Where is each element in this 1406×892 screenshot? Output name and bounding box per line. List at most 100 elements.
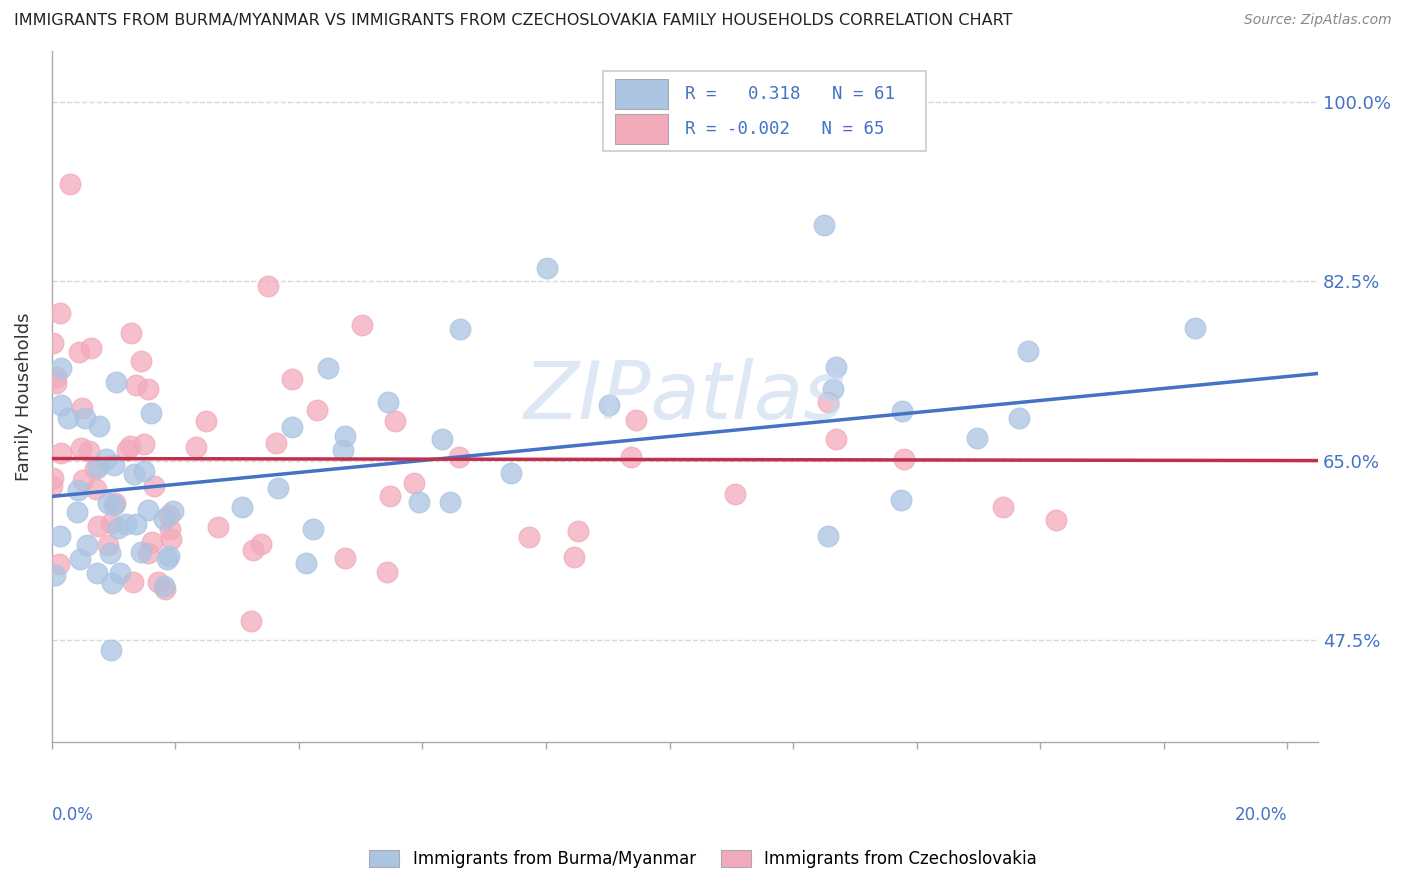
Point [264,436,287,450]
Point [44,567,66,582]
Point [101,576,124,591]
Point [84,482,107,496]
Point [991,500,1014,514]
Point [118,439,141,453]
Point [141,535,163,549]
Point [821,382,844,396]
Point [1008,411,1031,425]
Point [375,566,398,580]
Point [250,537,273,551]
Point [76,538,98,552]
Point [207,520,229,534]
Point [1184,321,1206,335]
Point [103,458,125,473]
Point [136,503,159,517]
Legend: Immigrants from Burma/Myanmar, Immigrants from Czechoslovakia: Immigrants from Burma/Myanmar, Immigrant… [363,843,1043,875]
Point [447,450,470,464]
Point [49,529,72,543]
Point [49,446,72,460]
Point [73,410,96,425]
Point [139,406,162,420]
Point [69,552,91,566]
Point [153,579,176,593]
Point [124,516,146,531]
Point [156,552,179,566]
Point [142,479,165,493]
Point [59,177,82,191]
Point [42,471,65,485]
Point [97,538,120,552]
Point [72,473,94,487]
Point [186,440,208,454]
Text: 0.0%: 0.0% [52,806,94,824]
Point [100,643,122,657]
FancyBboxPatch shape [616,113,668,145]
Point [280,419,302,434]
Point [48,558,70,572]
Point [242,543,264,558]
Point [723,487,745,501]
Point [891,404,914,418]
Point [132,436,155,450]
Point [134,465,156,479]
Point [87,418,110,433]
Point [257,279,280,293]
Point [97,496,120,510]
Point [157,508,180,522]
Point [100,516,122,530]
Point [157,549,180,563]
Point [49,306,72,320]
Point [124,467,146,481]
Point [58,411,80,425]
Point [87,519,110,533]
Point [162,504,184,518]
FancyBboxPatch shape [616,79,668,110]
Point [536,260,558,275]
Point [115,442,138,457]
Point [562,550,585,565]
Point [51,398,73,412]
Point [70,442,93,456]
Point [136,382,159,396]
Point [624,412,647,426]
Point [129,354,152,368]
Point [45,376,67,390]
Point [430,432,453,446]
Point [1045,513,1067,527]
Point [378,489,401,503]
Point [402,476,425,491]
Point [620,450,643,464]
Point [94,451,117,466]
Point [129,544,152,558]
Point [266,481,288,495]
Point [136,546,159,560]
Point [377,395,399,409]
Point [194,414,217,428]
Point [86,566,108,580]
Point [893,451,915,466]
Point [67,483,90,497]
Point [567,524,589,538]
Point [105,375,128,389]
Text: 20.0%: 20.0% [1234,806,1288,824]
Point [72,401,94,416]
Point [408,494,430,508]
Point [350,318,373,333]
Point [115,516,138,531]
Point [439,495,461,509]
Point [80,341,103,355]
Point [49,361,72,376]
Text: R =   0.318   N = 61: R = 0.318 N = 61 [685,86,896,103]
Point [121,575,143,590]
Text: R = -0.002   N = 65: R = -0.002 N = 65 [685,120,884,138]
Text: IMMIGRANTS FROM BURMA/MYANMAR VS IMMIGRANTS FROM CZECHOSLOVAKIA FAMILY HOUSEHOLD: IMMIGRANTS FROM BURMA/MYANMAR VS IMMIGRA… [14,13,1012,29]
Point [108,566,131,581]
Point [77,443,100,458]
Point [87,459,110,474]
Point [98,546,121,560]
Point [45,369,67,384]
Point [125,378,148,392]
Point [966,431,988,445]
Point [107,521,129,535]
Point [598,398,620,412]
